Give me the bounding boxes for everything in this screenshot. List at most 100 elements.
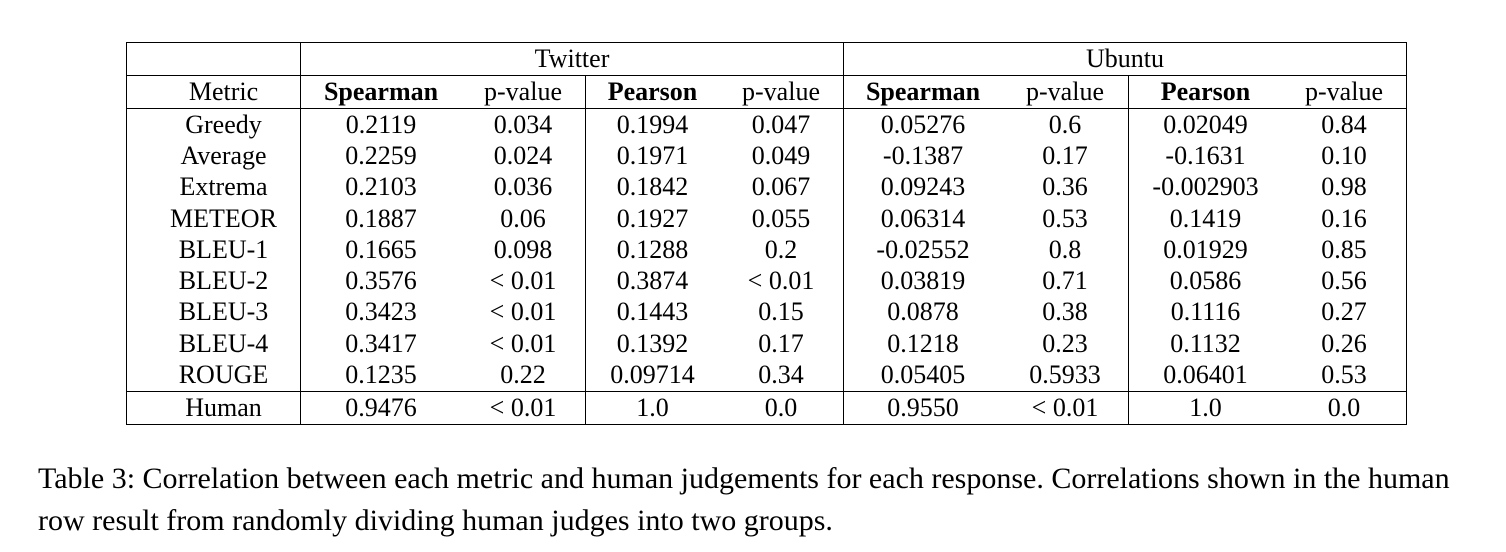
col-twitter-spearman: Spearman (300, 75, 461, 109)
value-cell: < 0.01 (489, 266, 557, 296)
value-cell: 0.3423 (300, 296, 461, 329)
value-cell: 0.3874 (585, 265, 719, 297)
value-cell: 0.2 (764, 234, 798, 264)
value-cell: 0.06 (500, 203, 546, 233)
col-ubuntu-pearson: Pearson (1128, 75, 1282, 109)
value-cell: 0.0586 (1128, 265, 1282, 297)
value-cell: 0.1842 (585, 171, 719, 203)
value-cell: 0.1132 (1128, 328, 1282, 360)
value-cell: 0.16 (1321, 203, 1367, 233)
value-cell: 0.01929 (1128, 234, 1282, 266)
table-row: Greedy 0.2119 0.034 0.1994 0.047 0.05276 0.6 0.… (126, 108, 1407, 141)
group-twitter: Twitter (300, 42, 844, 76)
value-cell: < 0.01 (489, 328, 557, 358)
value-cell: 0.9476 (300, 390, 461, 425)
metric-name-cell: Greedy (126, 108, 301, 141)
correlation-table: Twitter Ubuntu Metric Spearman p-value P… (126, 42, 1407, 425)
table-row: BLEU-2 0.3576 < 0.01 0.3874 < 0.01 0.03819 0.7… (127, 265, 1407, 297)
value-cell: 0.0878 (843, 296, 1002, 329)
metric-name-cell: METEOR (170, 203, 277, 233)
value-cell: 0.1994 (585, 108, 719, 141)
value-cell: 0.3417 (300, 328, 461, 360)
value-cell: 0.85 (1321, 234, 1367, 264)
value-cell: 0.1443 (585, 296, 719, 329)
value-cell: 0.5933 (1029, 360, 1101, 390)
value-cell: 0.09714 (585, 359, 719, 392)
value-cell: 0.034 (461, 108, 586, 141)
metric-name-cell: BLEU-3 (178, 297, 269, 327)
value-cell: -0.002903 (1128, 171, 1282, 203)
metric-name-cell: Extrema (179, 172, 268, 202)
table-row: Average 0.2259 0.024 0.1971 0.049 -0.1387 0.17… (127, 140, 1407, 172)
table-row: BLEU-4 0.3417 < 0.01 0.1392 0.17 0.1218 0.23 0.… (127, 328, 1407, 360)
human-row: Human 0.9476 < 0.01 1.0 0.0 0.9550 < 0.01 1.0 0.… (126, 390, 1407, 425)
value-cell: 0.05405 (843, 359, 1002, 392)
value-cell: 0.84 (1282, 108, 1407, 141)
metric-name-cell: BLEU-4 (178, 328, 269, 358)
value-cell: 0.15 (758, 297, 804, 327)
table-row: Extrema 0.2103 0.036 0.1842 0.067 0.09243 0.36… (127, 171, 1407, 203)
value-cell: 0.1665 (300, 234, 461, 266)
value-cell: 0.047 (719, 108, 844, 141)
value-cell: 0.1927 (585, 202, 719, 235)
value-cell: 0.098 (493, 234, 553, 264)
value-cell: 0.024 (493, 140, 553, 170)
value-cell: 0.1392 (585, 328, 719, 360)
col-ubuntu-pearson-pvalue: p-value (1282, 75, 1407, 109)
value-cell: 0.05276 (843, 108, 1002, 141)
value-cell: 0.1218 (843, 328, 1002, 360)
table-body: Greedy 0.2119 0.034 0.1994 0.047 0.05276 0.6 0.… (126, 108, 1407, 425)
value-cell: 0.56 (1321, 266, 1367, 296)
value-cell: < 0.01 (489, 297, 557, 327)
value-cell: 0.06314 (843, 202, 1002, 235)
value-cell: 0.23 (1042, 328, 1088, 358)
value-cell: 0.0 (1282, 390, 1407, 425)
value-cell: 0.8 (1048, 234, 1082, 264)
value-cell: 0.2119 (300, 108, 461, 141)
value-cell: 0.53 (1321, 360, 1367, 390)
value-cell: 0.1419 (1128, 202, 1282, 235)
col-twitter-spearman-pvalue: p-value (461, 75, 586, 109)
value-cell: 0.6 (1002, 108, 1129, 141)
metric-name-cell: ROUGE (178, 360, 269, 390)
value-cell: -0.1387 (843, 140, 1002, 172)
col-ubuntu-spearman-pvalue: p-value (1002, 75, 1129, 109)
value-cell: 0.27 (1321, 297, 1367, 327)
value-cell: 1.0 (585, 390, 719, 425)
group-ubuntu: Ubuntu (843, 42, 1407, 76)
value-cell: 0.1235 (300, 359, 461, 392)
value-cell: 0.02049 (1128, 108, 1282, 141)
value-cell: 0.03819 (843, 265, 1002, 297)
value-cell: < 0.01 (461, 390, 586, 425)
value-cell: 0.17 (1042, 140, 1088, 170)
value-cell: 0.36 (1042, 172, 1088, 202)
value-cell: 0.71 (1042, 266, 1088, 296)
value-cell: 0.38 (1042, 297, 1088, 327)
value-cell: 0.0 (719, 390, 844, 425)
value-cell: 0.34 (758, 360, 804, 390)
value-cell: < 0.01 (1002, 390, 1129, 425)
value-cell: 0.22 (500, 360, 546, 390)
value-cell: 0.06401 (1128, 359, 1282, 392)
metric-name-cell: Human (126, 390, 301, 425)
value-cell: 0.1971 (585, 140, 719, 172)
metric-name-cell: BLEU-2 (178, 266, 269, 296)
table-row: BLEU-3 0.3423 < 0.01 0.1443 0.15 0.0878 0.38 0.… (127, 296, 1407, 329)
table-caption: Table 3: Correlation between each metric… (38, 462, 1450, 537)
value-cell: 0.036 (493, 172, 553, 202)
value-cell: -0.1631 (1128, 140, 1282, 172)
value-cell: 0.3576 (300, 265, 461, 297)
metric-name-cell: BLEU-1 (178, 234, 269, 264)
value-cell: 0.53 (1042, 203, 1088, 233)
header-blank (127, 43, 301, 76)
value-cell: -0.02552 (843, 234, 1002, 266)
value-cell: < 0.01 (747, 266, 815, 296)
col-metric: Metric (126, 75, 301, 109)
value-cell: 0.17 (758, 328, 804, 358)
table-row: METEOR 0.1887 0.06 0.1927 0.055 0.06314 0.53 0.… (127, 202, 1407, 235)
value-cell: 0.2259 (300, 140, 461, 172)
value-cell: 0.1288 (585, 234, 719, 266)
value-cell: 0.26 (1321, 328, 1367, 358)
value-cell: 0.9550 (843, 390, 1002, 425)
value-cell: 0.1116 (1128, 296, 1282, 329)
